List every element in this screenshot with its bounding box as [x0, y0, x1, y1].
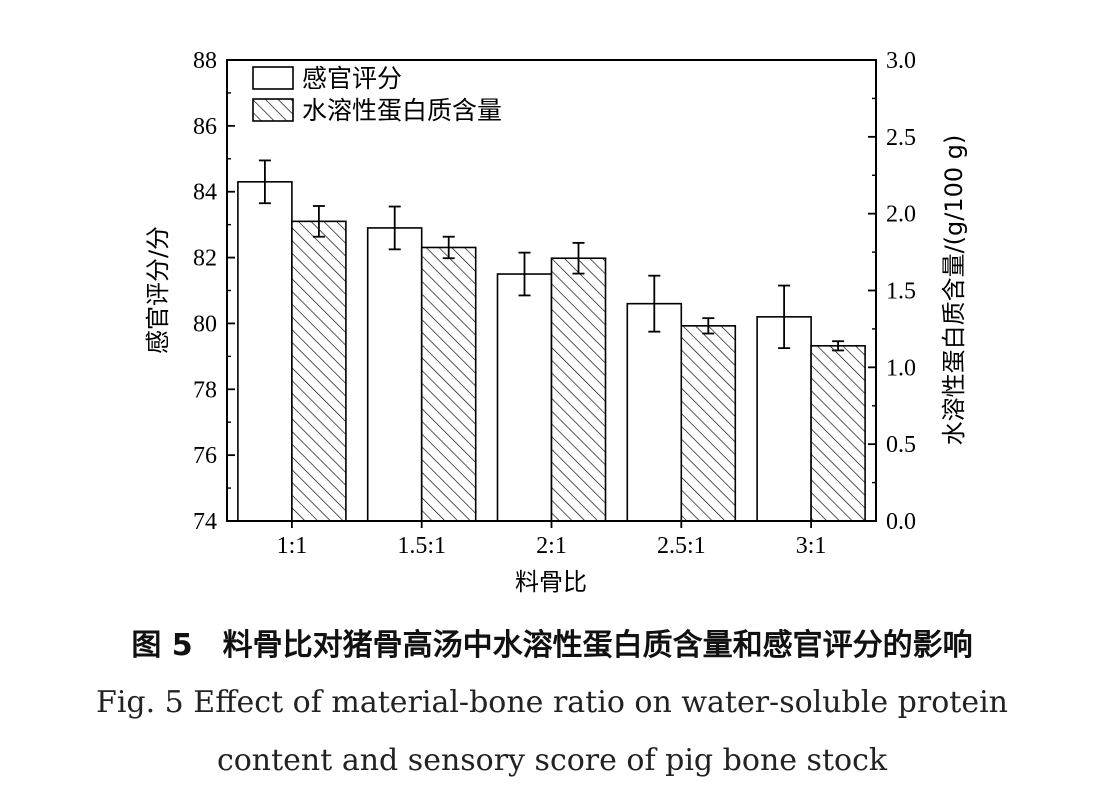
x-tick-label: 3:1 — [796, 533, 827, 559]
x-tick-label: 1.5:1 — [397, 533, 446, 559]
error-bar-sensory-3 — [518, 251, 531, 297]
y-left-tick-label: 88 — [193, 48, 217, 74]
y-right-tick-label: 0.5 — [886, 432, 916, 458]
bar-protein-3 — [550, 257, 607, 522]
legend-swatch-hatched — [252, 98, 294, 122]
x-axis-label: 料骨比 — [515, 568, 587, 596]
y-left-tick-label: 84 — [193, 180, 217, 206]
chart-area: 74 76 78 80 82 84 86 88 0.0 0.5 1.0 1.5 2.0 2.5 3.0 1… — [144, 48, 968, 596]
legend-label-protein: 水溶性蛋白质含量 — [302, 96, 502, 125]
error-bar-sensory-5 — [778, 284, 791, 350]
y-right-tick-label: 3.0 — [886, 48, 916, 74]
error-bar-protein-4 — [702, 317, 715, 335]
caption-chinese: 图 5 料骨比对猪骨高汤中水溶性蛋白质含量和感官评分的影响 — [131, 628, 973, 663]
x-tick-label: 1:1 — [277, 533, 308, 559]
caption-english-line2: content and sensory score of pig bone st… — [216, 743, 888, 778]
bar-protein-2 — [420, 246, 477, 522]
error-bar-protein-2 — [442, 235, 455, 260]
y-left-tick-label: 82 — [193, 246, 217, 272]
legend-label-sensory: 感官评分 — [302, 64, 402, 93]
bar-sensory-3 — [496, 273, 553, 522]
legend-swatch-plain — [252, 66, 294, 90]
y-right-tick-label: 1.5 — [886, 279, 916, 305]
y-axis-right-label: 水溶性蛋白质含量/(g/100 g) — [940, 135, 968, 446]
y-right-tick-label: 2.5 — [886, 125, 916, 151]
y-right-tick-label: 2.0 — [886, 202, 916, 228]
bar-protein-4 — [680, 325, 737, 522]
bar-sensory-5 — [756, 316, 812, 522]
bar-sensory-1 — [237, 181, 293, 522]
bar-protein-5 — [810, 345, 866, 522]
error-bar-protein-1 — [312, 205, 325, 238]
y-right-tick-label: 0.0 — [886, 509, 916, 535]
x-tick-label: 2.5:1 — [657, 533, 706, 559]
y-left-tick-label: 74 — [193, 509, 217, 535]
error-bar-protein-3 — [572, 241, 585, 275]
y-left-tick-label: 76 — [193, 443, 217, 469]
y-axis-left-label: 感官评分/分 — [144, 226, 172, 354]
error-bar-sensory-1 — [258, 159, 271, 205]
y-left-tick-label: 80 — [193, 311, 217, 337]
y-left-tick-label: 86 — [193, 114, 217, 140]
y-right-tick-label: 1.0 — [886, 355, 916, 381]
error-bar-protein-5 — [832, 340, 845, 352]
bar-sensory-4 — [626, 302, 683, 522]
error-bar-sensory-4 — [648, 274, 661, 333]
error-bar-sensory-2 — [388, 205, 401, 251]
x-tick-label: 2:1 — [536, 533, 567, 559]
legend: 感官评分 水溶性蛋白质含量 — [252, 64, 502, 125]
y-left-tick-label: 78 — [193, 377, 217, 403]
caption-english-line1: Fig. 5 Effect of material-bone ratio on … — [96, 685, 1008, 720]
bar-protein-1 — [291, 220, 347, 522]
bar-sensory-2 — [366, 227, 423, 522]
